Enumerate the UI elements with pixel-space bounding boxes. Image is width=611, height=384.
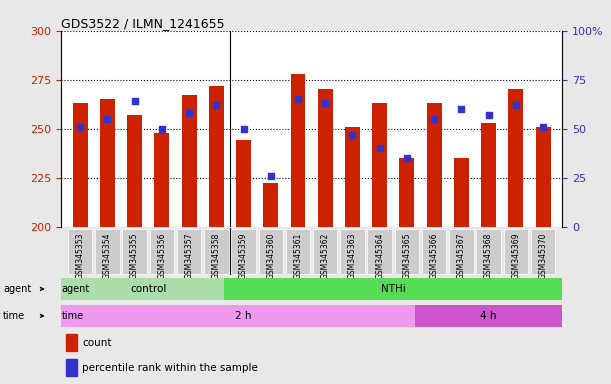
Bar xyxy=(181,95,197,227)
Text: GSM345369: GSM345369 xyxy=(511,232,521,279)
Text: NTHi: NTHi xyxy=(381,284,406,294)
FancyBboxPatch shape xyxy=(503,229,528,274)
FancyBboxPatch shape xyxy=(367,229,392,274)
Text: 4 h: 4 h xyxy=(480,311,497,321)
FancyBboxPatch shape xyxy=(449,229,474,274)
Text: GSM345363: GSM345363 xyxy=(348,232,357,279)
Text: GSM345368: GSM345368 xyxy=(484,232,493,278)
Text: GSM345360: GSM345360 xyxy=(266,232,276,279)
Bar xyxy=(290,74,306,227)
Point xyxy=(211,102,221,108)
FancyBboxPatch shape xyxy=(531,229,555,274)
Bar xyxy=(263,184,278,227)
Text: time: time xyxy=(61,311,84,321)
Bar xyxy=(481,123,496,227)
Text: GDS3522 / ILMN_1241655: GDS3522 / ILMN_1241655 xyxy=(61,17,225,30)
Text: time: time xyxy=(3,311,25,321)
FancyBboxPatch shape xyxy=(68,229,92,274)
Bar xyxy=(318,89,333,227)
Text: GSM345358: GSM345358 xyxy=(212,232,221,278)
Text: GSM345365: GSM345365 xyxy=(403,232,411,279)
Point xyxy=(456,106,466,112)
FancyBboxPatch shape xyxy=(395,229,419,274)
Point xyxy=(484,112,494,118)
FancyBboxPatch shape xyxy=(61,305,426,327)
Text: GSM345353: GSM345353 xyxy=(76,232,85,279)
Text: agent: agent xyxy=(3,284,31,294)
Point xyxy=(511,102,521,108)
Point xyxy=(157,126,167,132)
Bar xyxy=(66,334,77,351)
Bar xyxy=(236,141,251,227)
Bar xyxy=(127,115,142,227)
Point xyxy=(75,124,85,130)
FancyBboxPatch shape xyxy=(61,278,235,300)
Text: count: count xyxy=(82,338,112,348)
Bar xyxy=(372,103,387,227)
FancyBboxPatch shape xyxy=(122,229,147,274)
Point xyxy=(320,100,330,106)
Text: GSM345362: GSM345362 xyxy=(321,232,330,278)
Bar xyxy=(73,103,87,227)
Bar xyxy=(155,132,169,227)
Text: percentile rank within the sample: percentile rank within the sample xyxy=(82,362,258,373)
Text: GSM345357: GSM345357 xyxy=(185,232,194,279)
Bar xyxy=(426,103,442,227)
Text: 2 h: 2 h xyxy=(235,311,252,321)
Text: GSM345359: GSM345359 xyxy=(239,232,248,279)
FancyBboxPatch shape xyxy=(95,229,120,274)
FancyBboxPatch shape xyxy=(313,229,337,274)
FancyBboxPatch shape xyxy=(177,229,202,274)
Bar xyxy=(400,158,414,227)
Bar xyxy=(66,359,77,376)
Bar xyxy=(508,89,523,227)
Bar xyxy=(100,99,115,227)
FancyBboxPatch shape xyxy=(224,278,562,300)
FancyBboxPatch shape xyxy=(340,229,365,274)
Point xyxy=(103,116,112,122)
Text: GSM345355: GSM345355 xyxy=(130,232,139,279)
FancyBboxPatch shape xyxy=(232,229,256,274)
FancyBboxPatch shape xyxy=(415,305,562,327)
Text: GSM345366: GSM345366 xyxy=(430,232,439,279)
Bar xyxy=(536,127,551,227)
Point xyxy=(538,124,548,130)
Bar xyxy=(345,127,360,227)
Text: GSM345356: GSM345356 xyxy=(158,232,166,279)
FancyBboxPatch shape xyxy=(150,229,174,274)
FancyBboxPatch shape xyxy=(204,229,229,274)
Point xyxy=(375,145,384,151)
Bar xyxy=(209,86,224,227)
Text: GSM345364: GSM345364 xyxy=(375,232,384,279)
Point xyxy=(130,98,139,104)
Point xyxy=(430,116,439,122)
Text: GSM345354: GSM345354 xyxy=(103,232,112,279)
Point xyxy=(239,126,249,132)
Point xyxy=(293,96,303,103)
Text: GSM345370: GSM345370 xyxy=(538,232,547,279)
Text: agent: agent xyxy=(61,284,90,294)
Point xyxy=(266,172,276,179)
FancyBboxPatch shape xyxy=(258,229,283,274)
Point xyxy=(348,131,357,137)
FancyBboxPatch shape xyxy=(422,229,447,274)
Point xyxy=(184,110,194,116)
Bar xyxy=(454,158,469,227)
Text: control: control xyxy=(130,284,166,294)
Point xyxy=(402,155,412,161)
Text: GSM345361: GSM345361 xyxy=(293,232,302,278)
FancyBboxPatch shape xyxy=(286,229,310,274)
FancyBboxPatch shape xyxy=(477,229,501,274)
Text: GSM345367: GSM345367 xyxy=(457,232,466,279)
